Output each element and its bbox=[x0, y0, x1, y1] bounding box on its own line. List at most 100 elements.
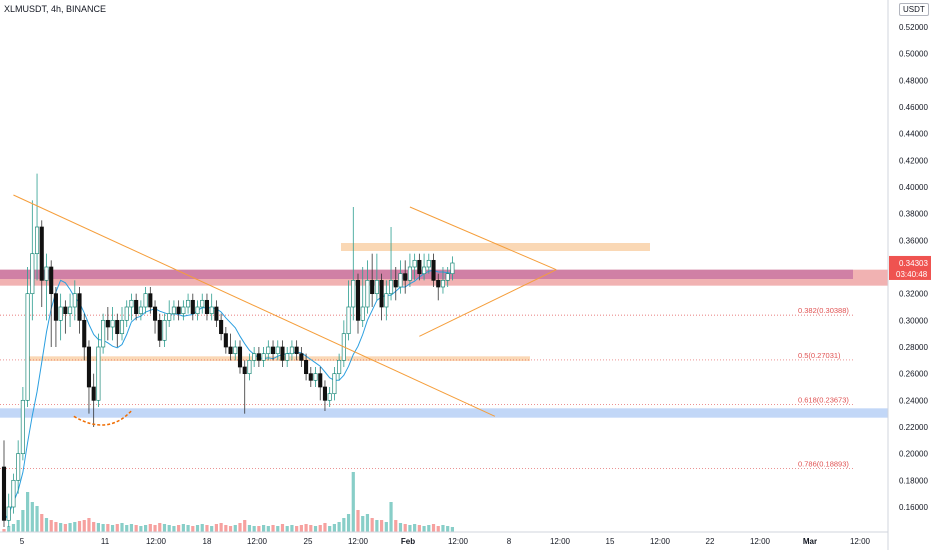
volume-bar bbox=[323, 523, 327, 532]
volume-bar bbox=[200, 524, 204, 532]
volume-bar bbox=[210, 526, 214, 532]
volume-bar bbox=[120, 523, 124, 532]
candle-body bbox=[219, 319, 224, 335]
volume-bar bbox=[63, 524, 67, 532]
time-tick-label: 12:00 bbox=[850, 537, 871, 546]
fib-label-2: 0.618(0.23673) bbox=[798, 396, 849, 405]
volume-bar bbox=[195, 525, 200, 532]
fib-label-0: 0.382(0.30388) bbox=[798, 306, 849, 315]
candle-body bbox=[346, 306, 351, 335]
price-tick-label: 0.38000 bbox=[899, 210, 928, 219]
fib-label-3: 0.786(0.18893) bbox=[798, 459, 849, 468]
candle-body bbox=[285, 353, 290, 361]
candle-body bbox=[39, 226, 44, 281]
candle-body bbox=[138, 306, 143, 315]
candle-body bbox=[25, 293, 30, 401]
volume-bar bbox=[304, 524, 308, 532]
candle-body bbox=[200, 299, 205, 308]
volume-bar bbox=[431, 524, 436, 532]
time-tick-label: 25 bbox=[304, 537, 313, 546]
currency-label[interactable]: USDT bbox=[899, 3, 929, 16]
candle-body bbox=[134, 299, 139, 315]
volume-bar bbox=[328, 526, 332, 532]
candle-body bbox=[96, 346, 101, 401]
time-tick-label: 12:00 bbox=[146, 537, 167, 546]
candle-body bbox=[256, 353, 261, 361]
volume-bar bbox=[167, 525, 171, 532]
volume-bar bbox=[233, 525, 237, 532]
volume-bar bbox=[106, 524, 110, 532]
last-price-tag[interactable] bbox=[889, 255, 931, 280]
candle-body bbox=[407, 266, 412, 281]
volume-bar bbox=[257, 526, 261, 532]
volume-bar bbox=[158, 523, 162, 532]
volume-bar bbox=[342, 518, 346, 532]
volume-bar bbox=[346, 514, 351, 532]
volume-bar bbox=[394, 520, 398, 532]
volume-bar bbox=[313, 526, 318, 532]
volume-bar bbox=[228, 526, 233, 532]
last-price-value: 0.34303 bbox=[899, 259, 928, 268]
volume-bar bbox=[40, 514, 44, 532]
candle-body bbox=[190, 299, 195, 315]
volume-bar bbox=[365, 514, 370, 532]
candle-body bbox=[91, 386, 96, 401]
volume-bar bbox=[110, 525, 115, 532]
price-tick-label: 0.44000 bbox=[899, 130, 928, 139]
support-zone-blue bbox=[0, 408, 888, 418]
candle-body bbox=[49, 266, 54, 295]
candle-body bbox=[327, 393, 332, 401]
candle-body bbox=[157, 319, 162, 341]
volume-bar bbox=[299, 525, 303, 532]
candle-body bbox=[176, 306, 181, 315]
volume-bar bbox=[205, 525, 209, 532]
volume-bar bbox=[7, 526, 11, 532]
time-tick-label: 12:00 bbox=[550, 537, 571, 546]
candle-countdown: 03:40:48 bbox=[896, 270, 928, 279]
candle-body bbox=[270, 346, 276, 355]
volume-bar bbox=[87, 518, 91, 532]
candle-body bbox=[152, 306, 158, 321]
price-tick-label: 0.48000 bbox=[899, 76, 928, 85]
price-tick-label: 0.18000 bbox=[899, 476, 928, 485]
volume-bar bbox=[134, 525, 138, 532]
price-tick-label: 0.28000 bbox=[899, 343, 928, 352]
candle-body bbox=[242, 366, 247, 375]
volume-bar bbox=[446, 526, 450, 532]
candle-body bbox=[337, 359, 342, 375]
descending-trendline bbox=[13, 194, 496, 417]
volume-bar bbox=[375, 520, 379, 532]
price-tick-label: 0.52000 bbox=[899, 23, 928, 32]
price-tick-label: 0.36000 bbox=[899, 236, 928, 245]
volume-bar bbox=[2, 529, 6, 532]
candle-body bbox=[360, 306, 365, 321]
candle-body bbox=[11, 479, 16, 508]
candle-body bbox=[275, 346, 280, 355]
volume-bar bbox=[361, 516, 365, 532]
volume-bar bbox=[44, 518, 49, 532]
candle-body bbox=[72, 293, 77, 308]
candle-body bbox=[280, 346, 285, 361]
candle-body bbox=[308, 373, 313, 381]
volume-bar bbox=[77, 521, 82, 532]
volume-bar bbox=[389, 502, 393, 532]
candle-body bbox=[181, 306, 186, 315]
volume-bar bbox=[280, 524, 285, 532]
candle-body bbox=[247, 359, 252, 375]
price-tick-label: 0.32000 bbox=[899, 290, 928, 299]
volume-bar bbox=[408, 525, 412, 532]
candle-body bbox=[417, 259, 422, 275]
time-tick-label: 12:00 bbox=[448, 537, 469, 546]
volume-bar bbox=[177, 525, 181, 532]
price-tick-label: 0.50000 bbox=[899, 50, 928, 59]
candle-body bbox=[167, 313, 172, 321]
candle-body bbox=[318, 373, 323, 388]
candle-body bbox=[299, 353, 304, 361]
volume-bar bbox=[96, 523, 100, 532]
price-tick-label: 0.22000 bbox=[899, 423, 928, 432]
candle-body bbox=[351, 279, 356, 308]
chart-title: XLMUSDT, 4h, BINANCE bbox=[4, 4, 107, 14]
volume-bar bbox=[181, 524, 185, 532]
candle-body bbox=[365, 279, 370, 308]
